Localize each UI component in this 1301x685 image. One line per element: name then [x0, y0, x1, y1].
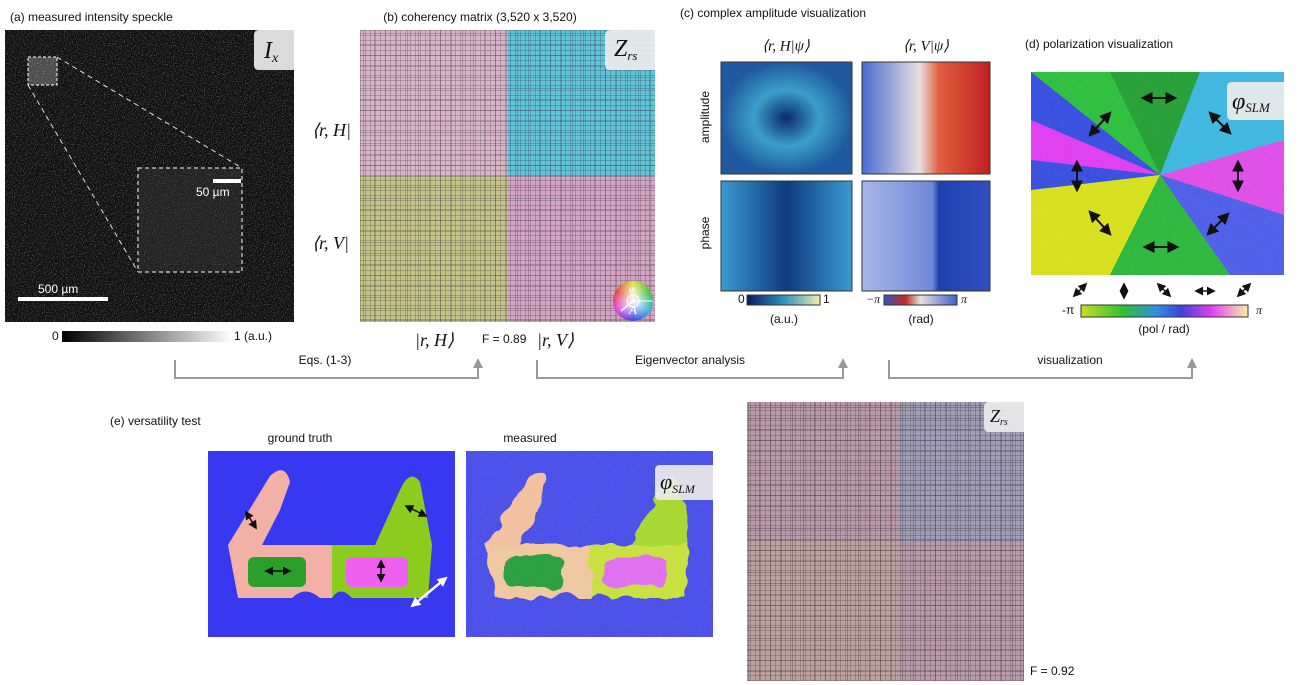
- column-label: |r, H⟩: [415, 330, 454, 350]
- panel-title: (d) polarization visualization: [1025, 37, 1173, 51]
- column-label: ⟨r, V|ψ⟩: [903, 38, 949, 54]
- column-label: |r, V⟩: [537, 330, 574, 350]
- phase-image: [721, 181, 852, 291]
- flow-label: Eqs. (1-3): [299, 353, 352, 367]
- colorbar-label: -π: [1062, 303, 1074, 317]
- colorbar-unit: (a.u.): [770, 312, 798, 326]
- figure: (a) measured intensity speckle 50 µm 500…: [0, 0, 1301, 685]
- scale-label: 500 µm: [38, 282, 78, 296]
- colorbar-label: 0: [52, 329, 59, 343]
- colorbar-label: π: [1256, 303, 1263, 317]
- matrix-texture: [747, 402, 1024, 681]
- flow-label: visualization: [1037, 353, 1102, 367]
- legend-arrows-part: [1238, 284, 1250, 296]
- ground-truth-image: [208, 451, 455, 637]
- figure-canvas: (a) measured intensity speckle 50 µm 500…: [0, 0, 1301, 685]
- image-title: ground truth: [268, 431, 333, 445]
- matrix-texture: [360, 30, 655, 322]
- legend-arrows-part: [1158, 284, 1170, 296]
- colorbar-label: 1 (a.u.): [234, 329, 272, 343]
- colorbar-unit: (pol / rad): [1138, 322, 1189, 336]
- colorbar-unit: (rad): [908, 312, 933, 326]
- legend-arrows-part: [1074, 284, 1086, 296]
- inset-marker: [28, 57, 57, 85]
- flow-label: Eigenvector analysis: [635, 353, 745, 367]
- scale-label: 50 µm: [196, 185, 230, 199]
- legend-arrows: [1074, 284, 1250, 298]
- colorbar-label: 0: [738, 292, 745, 306]
- wheel-label: φ: [629, 284, 635, 296]
- fidelity: F = 0.92: [1030, 664, 1075, 678]
- image-title: measured: [503, 431, 556, 445]
- colorbar: [62, 331, 232, 342]
- fidelity: F = 0.89: [482, 332, 527, 346]
- colorbar: [1081, 305, 1248, 317]
- colorbar: [747, 295, 820, 305]
- panel-title: (e) versatility test: [110, 414, 201, 428]
- colorbar-label: 1: [823, 292, 830, 306]
- row-label: amplitude: [698, 91, 712, 143]
- phase-image: [862, 181, 990, 291]
- ground-truth-image-part: [346, 557, 408, 587]
- panel-title: (c) complex amplitude visualization: [680, 6, 866, 20]
- wheel-label: A: [628, 302, 637, 317]
- colorbar: [884, 295, 957, 305]
- amplitude-image: [862, 62, 990, 174]
- colorbar-label: π: [961, 292, 968, 306]
- colorbar-label: −π: [866, 292, 881, 306]
- column-label: ⟨r, H|ψ⟩: [762, 38, 810, 54]
- panel-title: (b) coherency matrix (3,520 x 3,520): [383, 10, 576, 24]
- row-label: ⟨r, H|: [312, 120, 351, 140]
- wheel-overlay: φ A: [613, 281, 653, 321]
- ground-truth-image-part: [248, 557, 306, 587]
- row-label: phase: [698, 216, 712, 249]
- row-label: ⟨r, V|: [312, 233, 349, 253]
- amplitude-image: [721, 62, 852, 174]
- panel-title: (a) measured intensity speckle: [10, 10, 173, 24]
